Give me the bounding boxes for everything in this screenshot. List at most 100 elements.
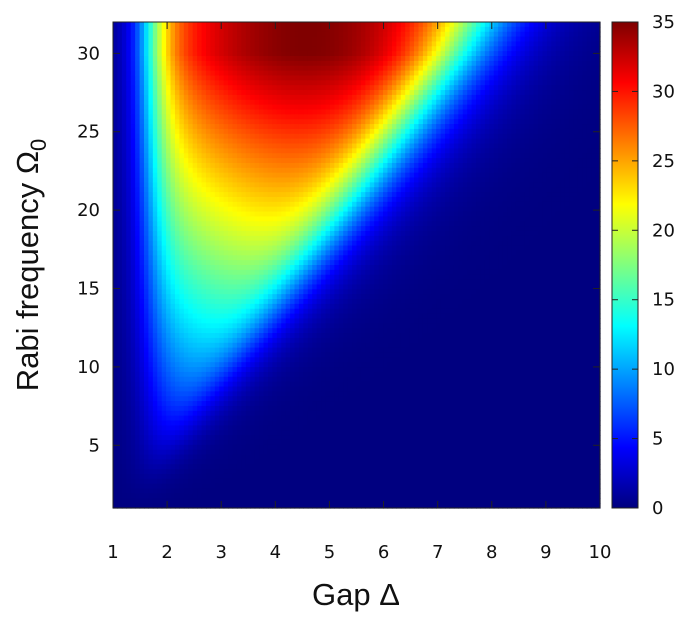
heatmap-cell bbox=[228, 303, 234, 310]
heatmap-cell bbox=[148, 318, 154, 324]
heatmap-cell bbox=[259, 80, 265, 86]
heatmap-cell bbox=[192, 469, 198, 475]
heatmap-cell bbox=[170, 439, 176, 446]
heatmap-cell bbox=[307, 391, 313, 397]
heatmap-cell bbox=[179, 396, 185, 402]
heatmap-cell bbox=[281, 303, 287, 310]
heatmap-cell bbox=[197, 22, 203, 28]
heatmap-cell bbox=[316, 464, 322, 470]
heatmap-cell bbox=[236, 99, 242, 106]
heatmap-cell bbox=[183, 99, 189, 106]
heatmap-cell bbox=[157, 328, 163, 334]
heatmap-cell bbox=[117, 274, 123, 281]
heatmap-cell bbox=[148, 75, 154, 81]
heatmap-cell bbox=[197, 75, 203, 81]
heatmap-cell bbox=[197, 255, 203, 261]
heatmap-cell bbox=[259, 444, 265, 451]
heatmap-cell bbox=[259, 75, 265, 81]
heatmap-cell bbox=[307, 439, 313, 446]
heatmap-cell bbox=[250, 430, 256, 436]
heatmap-cell bbox=[188, 119, 194, 125]
heatmap-cell bbox=[329, 347, 335, 354]
heatmap-cell bbox=[205, 503, 211, 509]
heatmap-cell bbox=[179, 182, 185, 188]
heatmap-cell bbox=[312, 333, 318, 339]
heatmap-cell bbox=[325, 94, 331, 101]
heatmap-cell bbox=[228, 99, 234, 106]
heatmap-cell bbox=[205, 308, 211, 315]
heatmap-cell bbox=[312, 337, 318, 344]
heatmap-cell bbox=[272, 133, 278, 140]
heatmap-cell bbox=[205, 352, 211, 358]
heatmap-cell bbox=[192, 235, 198, 242]
heatmap-cell bbox=[321, 328, 327, 334]
heatmap-cell bbox=[267, 498, 273, 504]
heatmap-cell bbox=[290, 265, 296, 271]
heatmap-cell bbox=[303, 250, 309, 256]
heatmap-cell bbox=[152, 196, 158, 203]
heatmap-cell bbox=[321, 196, 327, 203]
heatmap-cell bbox=[174, 313, 181, 320]
heatmap-cell bbox=[135, 503, 141, 509]
heatmap-cell bbox=[214, 56, 220, 62]
heatmap-cell bbox=[303, 498, 309, 504]
heatmap-cell bbox=[205, 269, 211, 276]
heatmap-cell bbox=[312, 391, 318, 397]
heatmap-cell bbox=[192, 318, 198, 324]
heatmap-cell bbox=[188, 371, 194, 378]
heatmap-cell bbox=[294, 274, 300, 281]
heatmap-cell bbox=[329, 478, 335, 485]
heatmap-cell bbox=[316, 250, 322, 256]
heatmap-cell bbox=[121, 90, 127, 96]
heatmap-cell bbox=[254, 352, 260, 358]
heatmap-cell bbox=[113, 187, 119, 193]
heatmap-cell bbox=[126, 367, 132, 373]
heatmap-cell bbox=[329, 405, 335, 412]
heatmap-cell bbox=[121, 435, 127, 441]
heatmap-cell bbox=[179, 162, 185, 169]
heatmap-cell bbox=[113, 439, 119, 446]
heatmap-cell bbox=[161, 415, 167, 422]
heatmap-cell bbox=[121, 114, 127, 120]
heatmap-cell bbox=[170, 459, 176, 465]
heatmap-cell bbox=[157, 201, 163, 208]
heatmap-cell bbox=[183, 459, 189, 465]
heatmap-cell bbox=[121, 342, 127, 349]
heatmap-cell bbox=[285, 201, 291, 208]
heatmap-cell bbox=[130, 294, 136, 300]
heatmap-cell bbox=[157, 85, 163, 91]
heatmap-cell bbox=[263, 133, 269, 140]
heatmap-cell bbox=[290, 260, 296, 266]
heatmap-cell bbox=[161, 158, 167, 164]
heatmap-cell bbox=[250, 216, 256, 222]
heatmap-cell bbox=[254, 362, 260, 368]
heatmap-cell bbox=[321, 318, 327, 324]
heatmap-cell bbox=[298, 80, 304, 86]
heatmap-cell bbox=[285, 352, 291, 358]
heatmap-cell bbox=[223, 22, 229, 28]
heatmap-cell bbox=[188, 192, 194, 198]
heatmap-cell bbox=[210, 391, 216, 397]
heatmap-cell bbox=[148, 182, 154, 188]
heatmap-cell bbox=[143, 299, 150, 305]
heatmap-cell bbox=[210, 415, 216, 422]
heatmap-cell bbox=[157, 187, 163, 193]
heatmap-cell bbox=[276, 313, 282, 320]
heatmap-cell bbox=[121, 303, 127, 310]
heatmap-cell bbox=[272, 483, 278, 490]
heatmap-cell bbox=[219, 337, 225, 344]
heatmap-cell bbox=[241, 109, 247, 115]
heatmap-cell bbox=[219, 31, 225, 38]
heatmap-cell bbox=[267, 80, 273, 86]
heatmap-cell bbox=[157, 22, 163, 28]
heatmap-cell bbox=[245, 192, 251, 198]
heatmap-cell bbox=[285, 182, 291, 188]
heatmap-cell bbox=[170, 498, 176, 504]
heatmap-cell bbox=[316, 420, 322, 426]
heatmap-cell bbox=[276, 114, 282, 120]
heatmap-cell bbox=[130, 396, 136, 402]
heatmap-cell bbox=[166, 22, 172, 28]
heatmap-cell bbox=[250, 299, 256, 305]
heatmap-cell bbox=[170, 90, 176, 96]
heatmap-cell bbox=[259, 109, 265, 115]
